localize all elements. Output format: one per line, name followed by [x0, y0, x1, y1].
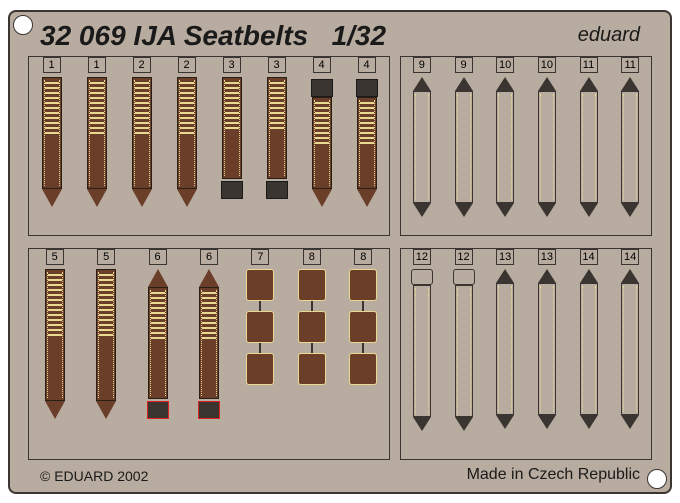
part-column: 1: [83, 57, 111, 235]
belt-part: [538, 73, 556, 235]
part-column: 14: [616, 249, 644, 459]
part-label: 4: [313, 57, 331, 73]
part-label: 8: [303, 249, 321, 265]
part-label: 12: [455, 249, 473, 265]
part-label: 2: [178, 57, 196, 73]
part-column: 8: [298, 249, 326, 459]
name: IJA Seatbelts: [133, 20, 308, 51]
part-label: 3: [223, 57, 241, 73]
part-column: 14: [575, 249, 603, 459]
part-label: 14: [580, 249, 598, 265]
part-column: 9: [408, 57, 436, 235]
part-column: 13: [491, 249, 519, 459]
part-label: 1: [88, 57, 106, 73]
mount-hole: [647, 469, 667, 489]
belt-part: [453, 265, 475, 459]
part-column: 6: [195, 249, 223, 459]
copyright: © EDUARD 2002: [40, 468, 148, 484]
scale: 1/32: [332, 20, 387, 51]
belt-part: [266, 73, 288, 235]
panel-1: 1 1 2 2 3 3 4 4: [28, 56, 390, 236]
belt-part: [580, 265, 598, 459]
mount-hole: [13, 15, 33, 35]
made-in: Made in Czech Republic: [467, 466, 640, 484]
part-column: 8: [349, 249, 377, 459]
belt-part: [96, 265, 116, 459]
belt-part: [496, 73, 514, 235]
part-column: 12: [450, 249, 478, 459]
part-column: 10: [491, 57, 519, 235]
belt-part: [580, 73, 598, 235]
part-column: 5: [41, 249, 69, 459]
part-column: 6: [144, 249, 172, 459]
panel-4: 12 12 13 13 14 14: [400, 248, 652, 460]
part-label: 7: [251, 249, 269, 265]
part-label: 11: [580, 57, 598, 73]
part-column: 1: [38, 57, 66, 235]
photoetch-fret: 32 069 IJA Seatbelts 1/32 eduard © EDUAR…: [8, 10, 672, 494]
part-column: 10: [533, 57, 561, 235]
brand-logo: eduard: [578, 24, 640, 47]
part-label: 6: [200, 249, 218, 265]
part-label: 14: [621, 249, 639, 265]
belt-part: [132, 73, 152, 235]
part-column: 7: [246, 249, 274, 459]
belt-part: [538, 265, 556, 459]
part-column: 5: [92, 249, 120, 459]
belt-part: [246, 265, 274, 459]
part-label: 5: [97, 249, 115, 265]
part-label: 3: [268, 57, 286, 73]
part-label: 2: [133, 57, 151, 73]
belt-part: [621, 73, 639, 235]
belt-part: [221, 73, 243, 235]
belt-part: [455, 73, 473, 235]
part-label: 4: [358, 57, 376, 73]
part-label: 9: [455, 57, 473, 73]
panel-3: 5 5 6 6 7 8 8: [28, 248, 390, 460]
part-label: 9: [413, 57, 431, 73]
belt-part: [177, 73, 197, 235]
product-title: 32 069 IJA Seatbelts 1/32: [40, 20, 386, 52]
belt-part: [87, 73, 107, 235]
part-label: 10: [538, 57, 556, 73]
belt-part: [621, 265, 639, 459]
part-column: 2: [173, 57, 201, 235]
part-label: 5: [46, 249, 64, 265]
belt-part: [42, 73, 62, 235]
part-column: 3: [263, 57, 291, 235]
belt-part: [349, 265, 377, 459]
part-label: 12: [413, 249, 431, 265]
belt-part: [356, 73, 378, 235]
part-column: 2: [128, 57, 156, 235]
belt-part: [413, 73, 431, 235]
belt-part: [45, 265, 65, 459]
part-label: 11: [621, 57, 639, 73]
part-label: 13: [538, 249, 556, 265]
part-column: 11: [616, 57, 644, 235]
belt-part: [198, 265, 220, 459]
part-column: 3: [218, 57, 246, 235]
part-column: 4: [308, 57, 336, 235]
part-label: 1: [43, 57, 61, 73]
belt-part: [311, 73, 333, 235]
part-column: 4: [353, 57, 381, 235]
part-label: 10: [496, 57, 514, 73]
panel-2: 9 9 10 10 11 11: [400, 56, 652, 236]
part-column: 12: [408, 249, 436, 459]
belt-part: [411, 265, 433, 459]
part-column: 9: [450, 57, 478, 235]
belt-part: [147, 265, 169, 459]
code: 32 069: [40, 20, 126, 51]
part-label: 13: [496, 249, 514, 265]
part-column: 11: [575, 57, 603, 235]
part-label: 8: [354, 249, 372, 265]
part-label: 6: [149, 249, 167, 265]
belt-part: [496, 265, 514, 459]
part-column: 13: [533, 249, 561, 459]
belt-part: [298, 265, 326, 459]
